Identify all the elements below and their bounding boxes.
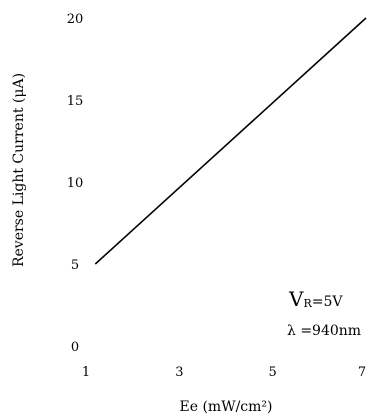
series-group	[94, 17, 367, 265]
y-tick-label: 5	[71, 258, 79, 273]
y-tick-label: 15	[67, 94, 84, 109]
series-line	[94, 17, 367, 265]
y-tick-labels: 0 5 10 15 20	[67, 12, 84, 355]
y-tick-label: 20	[67, 12, 84, 27]
x-tick-label: 3	[175, 365, 183, 380]
x-tick-label: 7	[358, 365, 366, 380]
y-axis-title: Reverse Light Current (μA)	[11, 73, 27, 267]
x-axis-title: Ee (mW/cm²)	[180, 399, 273, 415]
vr-symbol: V	[288, 287, 304, 311]
x-tick-labels: 1 3 5 7	[82, 365, 366, 380]
x-tick-label: 1	[82, 365, 90, 380]
vr-value: =5V	[312, 294, 344, 310]
vr-annotation: VR=5V	[288, 287, 343, 311]
y-tick-label: 0	[71, 340, 79, 355]
y-tick-label: 10	[67, 176, 84, 191]
x-tick-label: 5	[269, 365, 277, 380]
wavelength-annotation: λ =940nm	[287, 323, 361, 339]
vr-subscript: R	[303, 297, 312, 310]
